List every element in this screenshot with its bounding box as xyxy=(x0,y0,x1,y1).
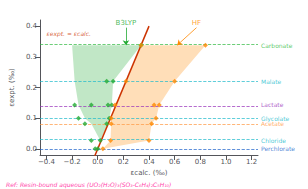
svg-text:0.1: 0.1 xyxy=(26,114,37,122)
svg-text:B3LYP: B3LYP xyxy=(116,19,137,27)
svg-text:Ref: Resin-bound aqueous (UO₂(: Ref: Resin-bound aqueous (UO₂(H₂O)₃(SO₃-… xyxy=(6,181,171,189)
svg-text:Lactate: Lactate xyxy=(261,101,284,108)
svg-text:Glycolate: Glycolate xyxy=(261,114,290,122)
svg-text:0.4: 0.4 xyxy=(26,22,38,30)
svg-text:0.3: 0.3 xyxy=(26,53,37,61)
svg-text:−0.2: −0.2 xyxy=(64,158,81,166)
svg-text:−0.4: −0.4 xyxy=(38,158,56,166)
svg-text:εcalc. (‰): εcalc. (‰) xyxy=(131,169,168,177)
svg-text:0.8: 0.8 xyxy=(195,158,206,166)
svg-text:0.0: 0.0 xyxy=(92,158,103,166)
svg-text:Carbonate: Carbonate xyxy=(261,42,293,49)
svg-text:Acetate: Acetate xyxy=(261,120,284,127)
svg-text:1.0: 1.0 xyxy=(220,158,231,166)
svg-text:0.0: 0.0 xyxy=(26,145,37,153)
svg-text:εexpt. (‰): εexpt. (‰) xyxy=(8,68,16,107)
svg-text:HF: HF xyxy=(192,19,201,27)
svg-text:0.2: 0.2 xyxy=(118,158,129,166)
svg-text:0.2: 0.2 xyxy=(26,84,37,92)
svg-text:0.6: 0.6 xyxy=(169,158,181,166)
svg-text:Chloride: Chloride xyxy=(261,137,286,144)
svg-text:Perchlorate: Perchlorate xyxy=(261,145,295,152)
svg-text:εexpt. = εcalc.: εexpt. = εcalc. xyxy=(46,30,91,38)
svg-text:0.4: 0.4 xyxy=(143,158,155,166)
svg-text:Malate: Malate xyxy=(261,78,282,85)
svg-text:1.2: 1.2 xyxy=(246,158,257,166)
